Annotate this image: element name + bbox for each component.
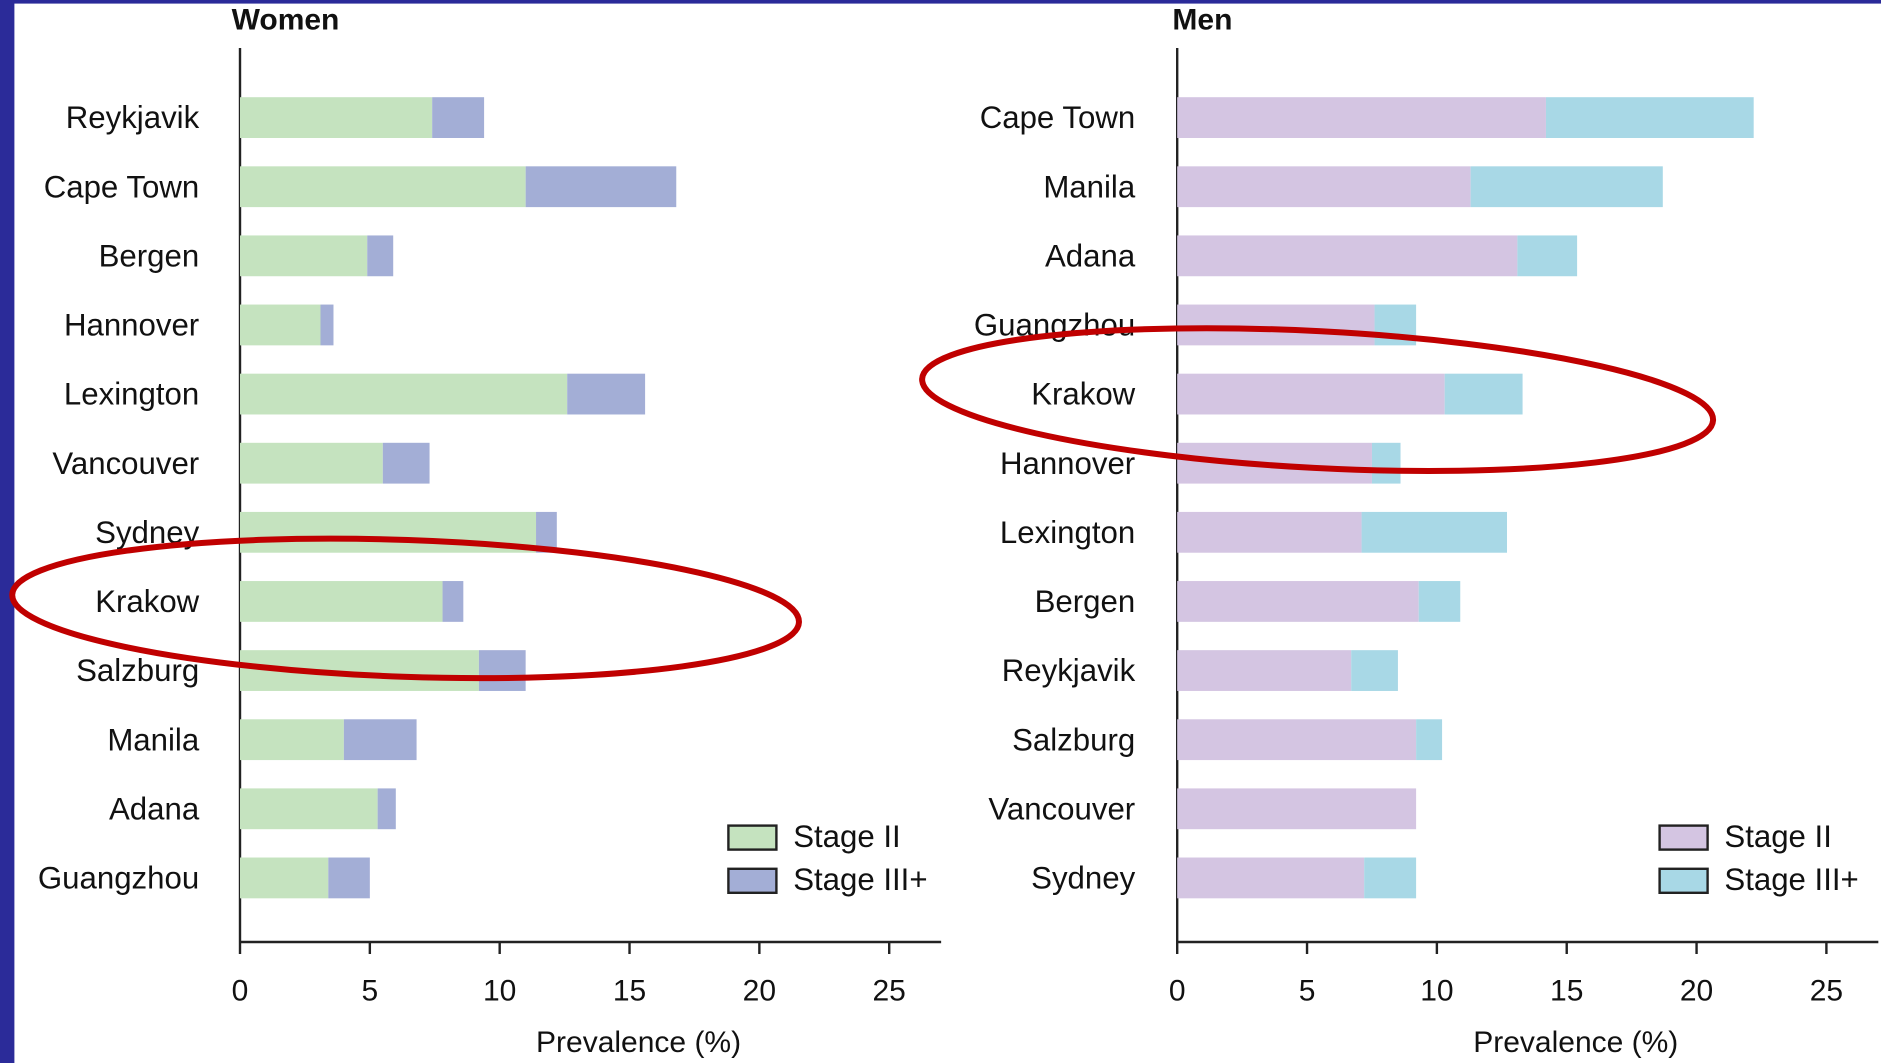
bar-segment xyxy=(525,166,677,208)
bar-segment xyxy=(377,788,396,830)
legend-swatch xyxy=(1658,824,1709,851)
y-tick-label: Sydney xyxy=(1031,861,1135,896)
bar-segment xyxy=(1361,511,1507,553)
bar-segment xyxy=(1177,581,1419,622)
bar-segment xyxy=(343,719,417,761)
x-tick-label: 15 xyxy=(1550,974,1583,1007)
legend-label: Stage II xyxy=(1724,819,1832,854)
bar-segment xyxy=(240,97,433,138)
bar-segment xyxy=(1416,719,1443,761)
bar-segment xyxy=(240,235,368,277)
y-tick-label: Reykjavik xyxy=(1002,653,1136,688)
y-tick-label: Krakow xyxy=(95,584,199,619)
bar-segment xyxy=(1177,97,1546,138)
bar-segment xyxy=(240,442,383,484)
annotation-ellipse xyxy=(9,535,802,682)
x-tick-label: 10 xyxy=(1420,974,1453,1007)
bar-segment xyxy=(240,719,344,761)
bar-segment xyxy=(1517,235,1578,277)
chart-title: Men xyxy=(1172,4,1232,37)
y-tick-label: Hannover xyxy=(64,308,199,343)
bar-segment xyxy=(367,235,394,277)
x-tick-label: 10 xyxy=(483,974,516,1007)
bar-segment xyxy=(1351,650,1398,691)
bar-segment xyxy=(1177,373,1445,415)
y-tick-label: Cape Town xyxy=(44,169,199,204)
bar-segment xyxy=(240,581,443,622)
bar-segment xyxy=(1371,442,1401,484)
y-tick-label: Cape Town xyxy=(980,100,1135,135)
bar-segment xyxy=(1444,373,1523,415)
y-tick-label: Lexington xyxy=(64,377,199,412)
bar-segment xyxy=(320,304,334,346)
x-tick-label: 5 xyxy=(1299,974,1316,1007)
bar-segment xyxy=(432,97,485,138)
x-tick-label: 5 xyxy=(361,974,378,1007)
x-axis-label: Prevalence (%) xyxy=(1473,1026,1678,1059)
x-tick-label: 0 xyxy=(1169,974,1186,1007)
legend-label: Stage II xyxy=(793,819,901,854)
y-tick-label: Adana xyxy=(109,791,200,826)
bar-segment xyxy=(442,581,464,622)
y-tick-label: Krakow xyxy=(1031,377,1135,412)
y-tick-label: Manila xyxy=(1043,169,1136,204)
bar-segment xyxy=(240,166,526,208)
bar-segment xyxy=(382,442,430,484)
bar-segment xyxy=(1177,235,1518,277)
bar-segment xyxy=(240,304,321,346)
bar-segment xyxy=(1418,581,1461,622)
bar-segment xyxy=(1177,857,1365,899)
bar-segment xyxy=(1177,511,1362,553)
bar-segment xyxy=(1470,166,1663,208)
bar-segment xyxy=(1177,304,1375,346)
x-tick-label: 25 xyxy=(1810,974,1843,1007)
legend-swatch xyxy=(727,867,778,895)
y-tick-label: Lexington xyxy=(1000,515,1135,550)
chart-title: Women xyxy=(232,4,340,37)
bar-segment xyxy=(1177,650,1352,691)
bar-segment xyxy=(1177,166,1471,208)
y-tick-label: Vancouver xyxy=(988,791,1135,826)
annotation-ellipse xyxy=(919,325,1717,474)
x-tick-label: 20 xyxy=(743,974,776,1007)
bar-segment xyxy=(1364,857,1417,899)
bar-segment xyxy=(478,650,526,691)
y-tick-label: Bergen xyxy=(99,238,200,273)
y-tick-label: Vancouver xyxy=(52,446,199,481)
y-tick-label: Guangzhou xyxy=(38,861,199,896)
bar-segment xyxy=(1177,788,1417,830)
legend-swatch xyxy=(727,824,778,851)
x-tick-label: 0 xyxy=(232,974,249,1007)
y-tick-label: Bergen xyxy=(1035,584,1136,619)
bar-segment xyxy=(240,857,329,899)
legend-label: Stage III+ xyxy=(793,862,927,897)
bar-segment xyxy=(240,373,568,415)
x-tick-label: 25 xyxy=(873,974,906,1007)
legend-label: Stage III+ xyxy=(1724,862,1858,897)
y-tick-label: Adana xyxy=(1045,238,1136,273)
bar-segment xyxy=(1545,97,1754,138)
y-tick-label: Manila xyxy=(107,722,200,757)
bar-segment xyxy=(328,857,370,899)
y-tick-label: Salzburg xyxy=(1012,722,1135,757)
y-tick-label: Reykjavik xyxy=(66,100,200,135)
y-tick-label: Hannover xyxy=(1000,446,1135,481)
bar-segment xyxy=(567,373,646,415)
bar-segment xyxy=(240,788,378,830)
legend-swatch xyxy=(1658,867,1709,895)
bar-segment xyxy=(536,511,557,553)
x-tick-label: 15 xyxy=(613,974,646,1007)
figure: Women 0 5 10 15 20 25 Prevalence (%) Reykjavik Ca… xyxy=(9,4,1881,1063)
bar-segment xyxy=(1177,719,1417,761)
x-tick-label: 20 xyxy=(1680,974,1713,1007)
x-axis-label: Prevalence (%) xyxy=(536,1026,741,1059)
